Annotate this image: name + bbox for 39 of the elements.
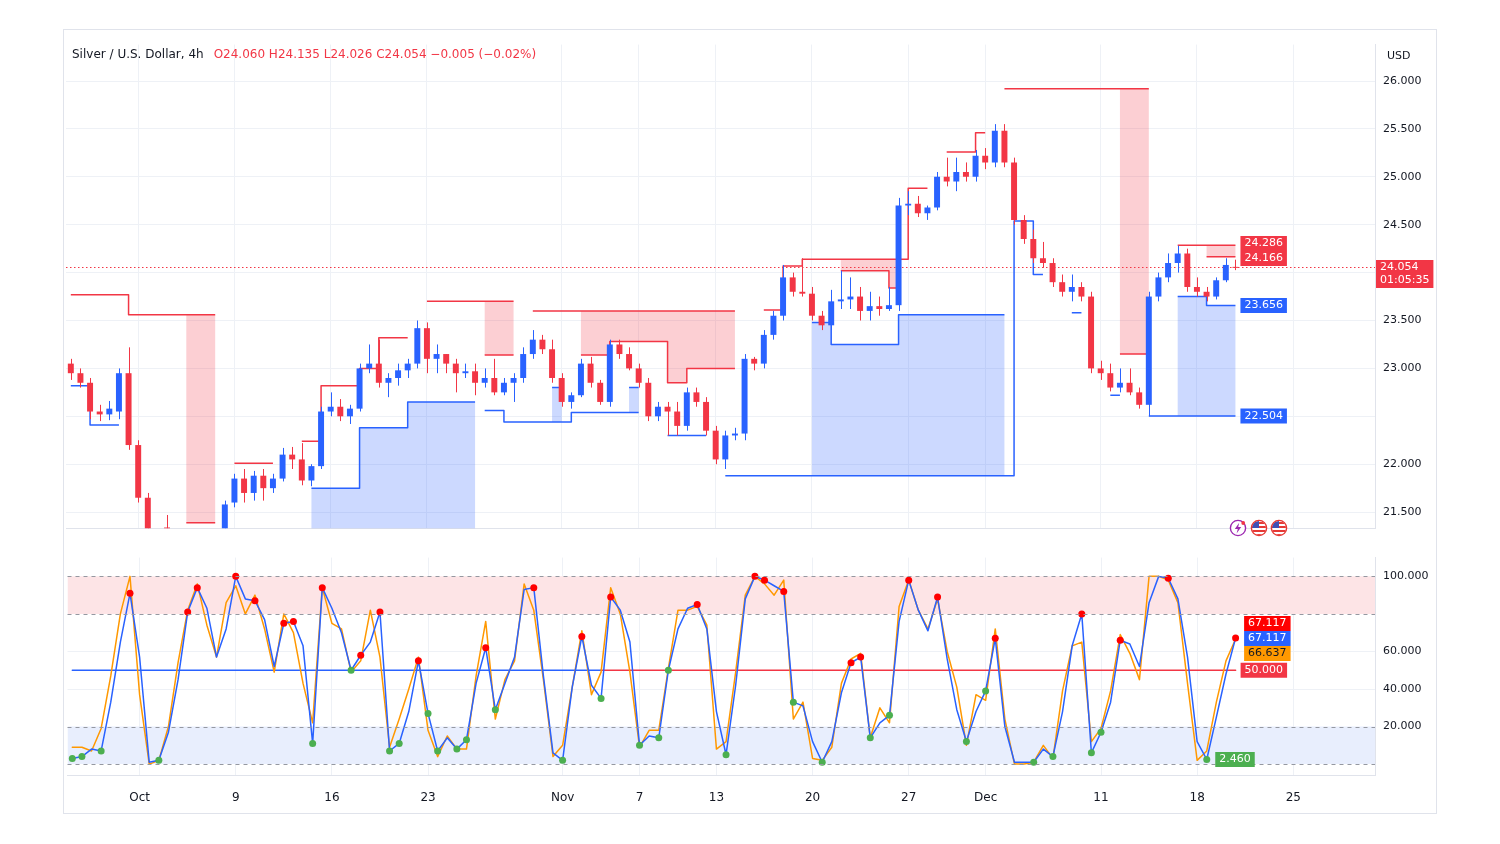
x-tick-label: 25 — [1285, 790, 1301, 805]
x-tick-label: 9 — [231, 790, 240, 805]
data-label: 22.504 — [1244, 408, 1283, 422]
data-label: 2.460 — [1219, 752, 1251, 766]
data-label: 67.117 — [1248, 616, 1287, 630]
y-tick-label: 23.500 — [1383, 313, 1422, 327]
y-tick-label: 23.000 — [1383, 361, 1422, 375]
x-tick-label: 13 — [708, 790, 725, 805]
x-tick-label: Oct — [129, 790, 151, 805]
x-tick-label: 7 — [635, 790, 644, 805]
y-tick-label: 20.000 — [1383, 719, 1422, 733]
y-tick-label: 22.000 — [1383, 457, 1422, 471]
y-tick-label: 21.500 — [1383, 504, 1422, 518]
text: 01:05:35 — [1380, 273, 1430, 287]
y-tick-label: 25.500 — [1383, 121, 1422, 135]
x-tick-label: 27 — [901, 790, 917, 805]
y-axis-title: USD — [1387, 49, 1411, 63]
y-tick-label: 25.000 — [1383, 169, 1422, 183]
y-tick-label: 100.000 — [1383, 569, 1429, 583]
data-label: 67.117 — [1248, 631, 1287, 645]
x-tick-label: Nov — [550, 790, 575, 805]
y-tick-label: 60.000 — [1383, 644, 1422, 658]
data-label: 24.166 — [1244, 251, 1283, 265]
data-label: 23.656 — [1244, 298, 1283, 312]
x-tick-label: 18 — [1189, 790, 1205, 805]
x-tick-label: 11 — [1093, 790, 1109, 805]
x-tick-label: 16 — [324, 790, 340, 805]
y-tick-label: 24.500 — [1383, 217, 1422, 231]
data-label: 24.286 — [1244, 236, 1283, 250]
x-tick-label: Dec — [974, 790, 998, 805]
data-label: 66.637 — [1248, 646, 1287, 660]
x-tick-label: 23 — [420, 790, 436, 805]
y-tick-label: 40.000 — [1383, 681, 1422, 695]
x-tick-label: 20 — [804, 790, 821, 805]
data-label: 50.000 — [1244, 663, 1284, 677]
chart-subtitle: O24.060 H24.135 L24.026 C24.054 −0.005 (−0.02%) — [213, 46, 537, 61]
chart-title: Silver / U.S. Dollar, 4h — [72, 46, 204, 61]
ref-line-label: 24.054 — [1380, 260, 1419, 274]
y-tick-label: 26.000 — [1383, 73, 1422, 87]
